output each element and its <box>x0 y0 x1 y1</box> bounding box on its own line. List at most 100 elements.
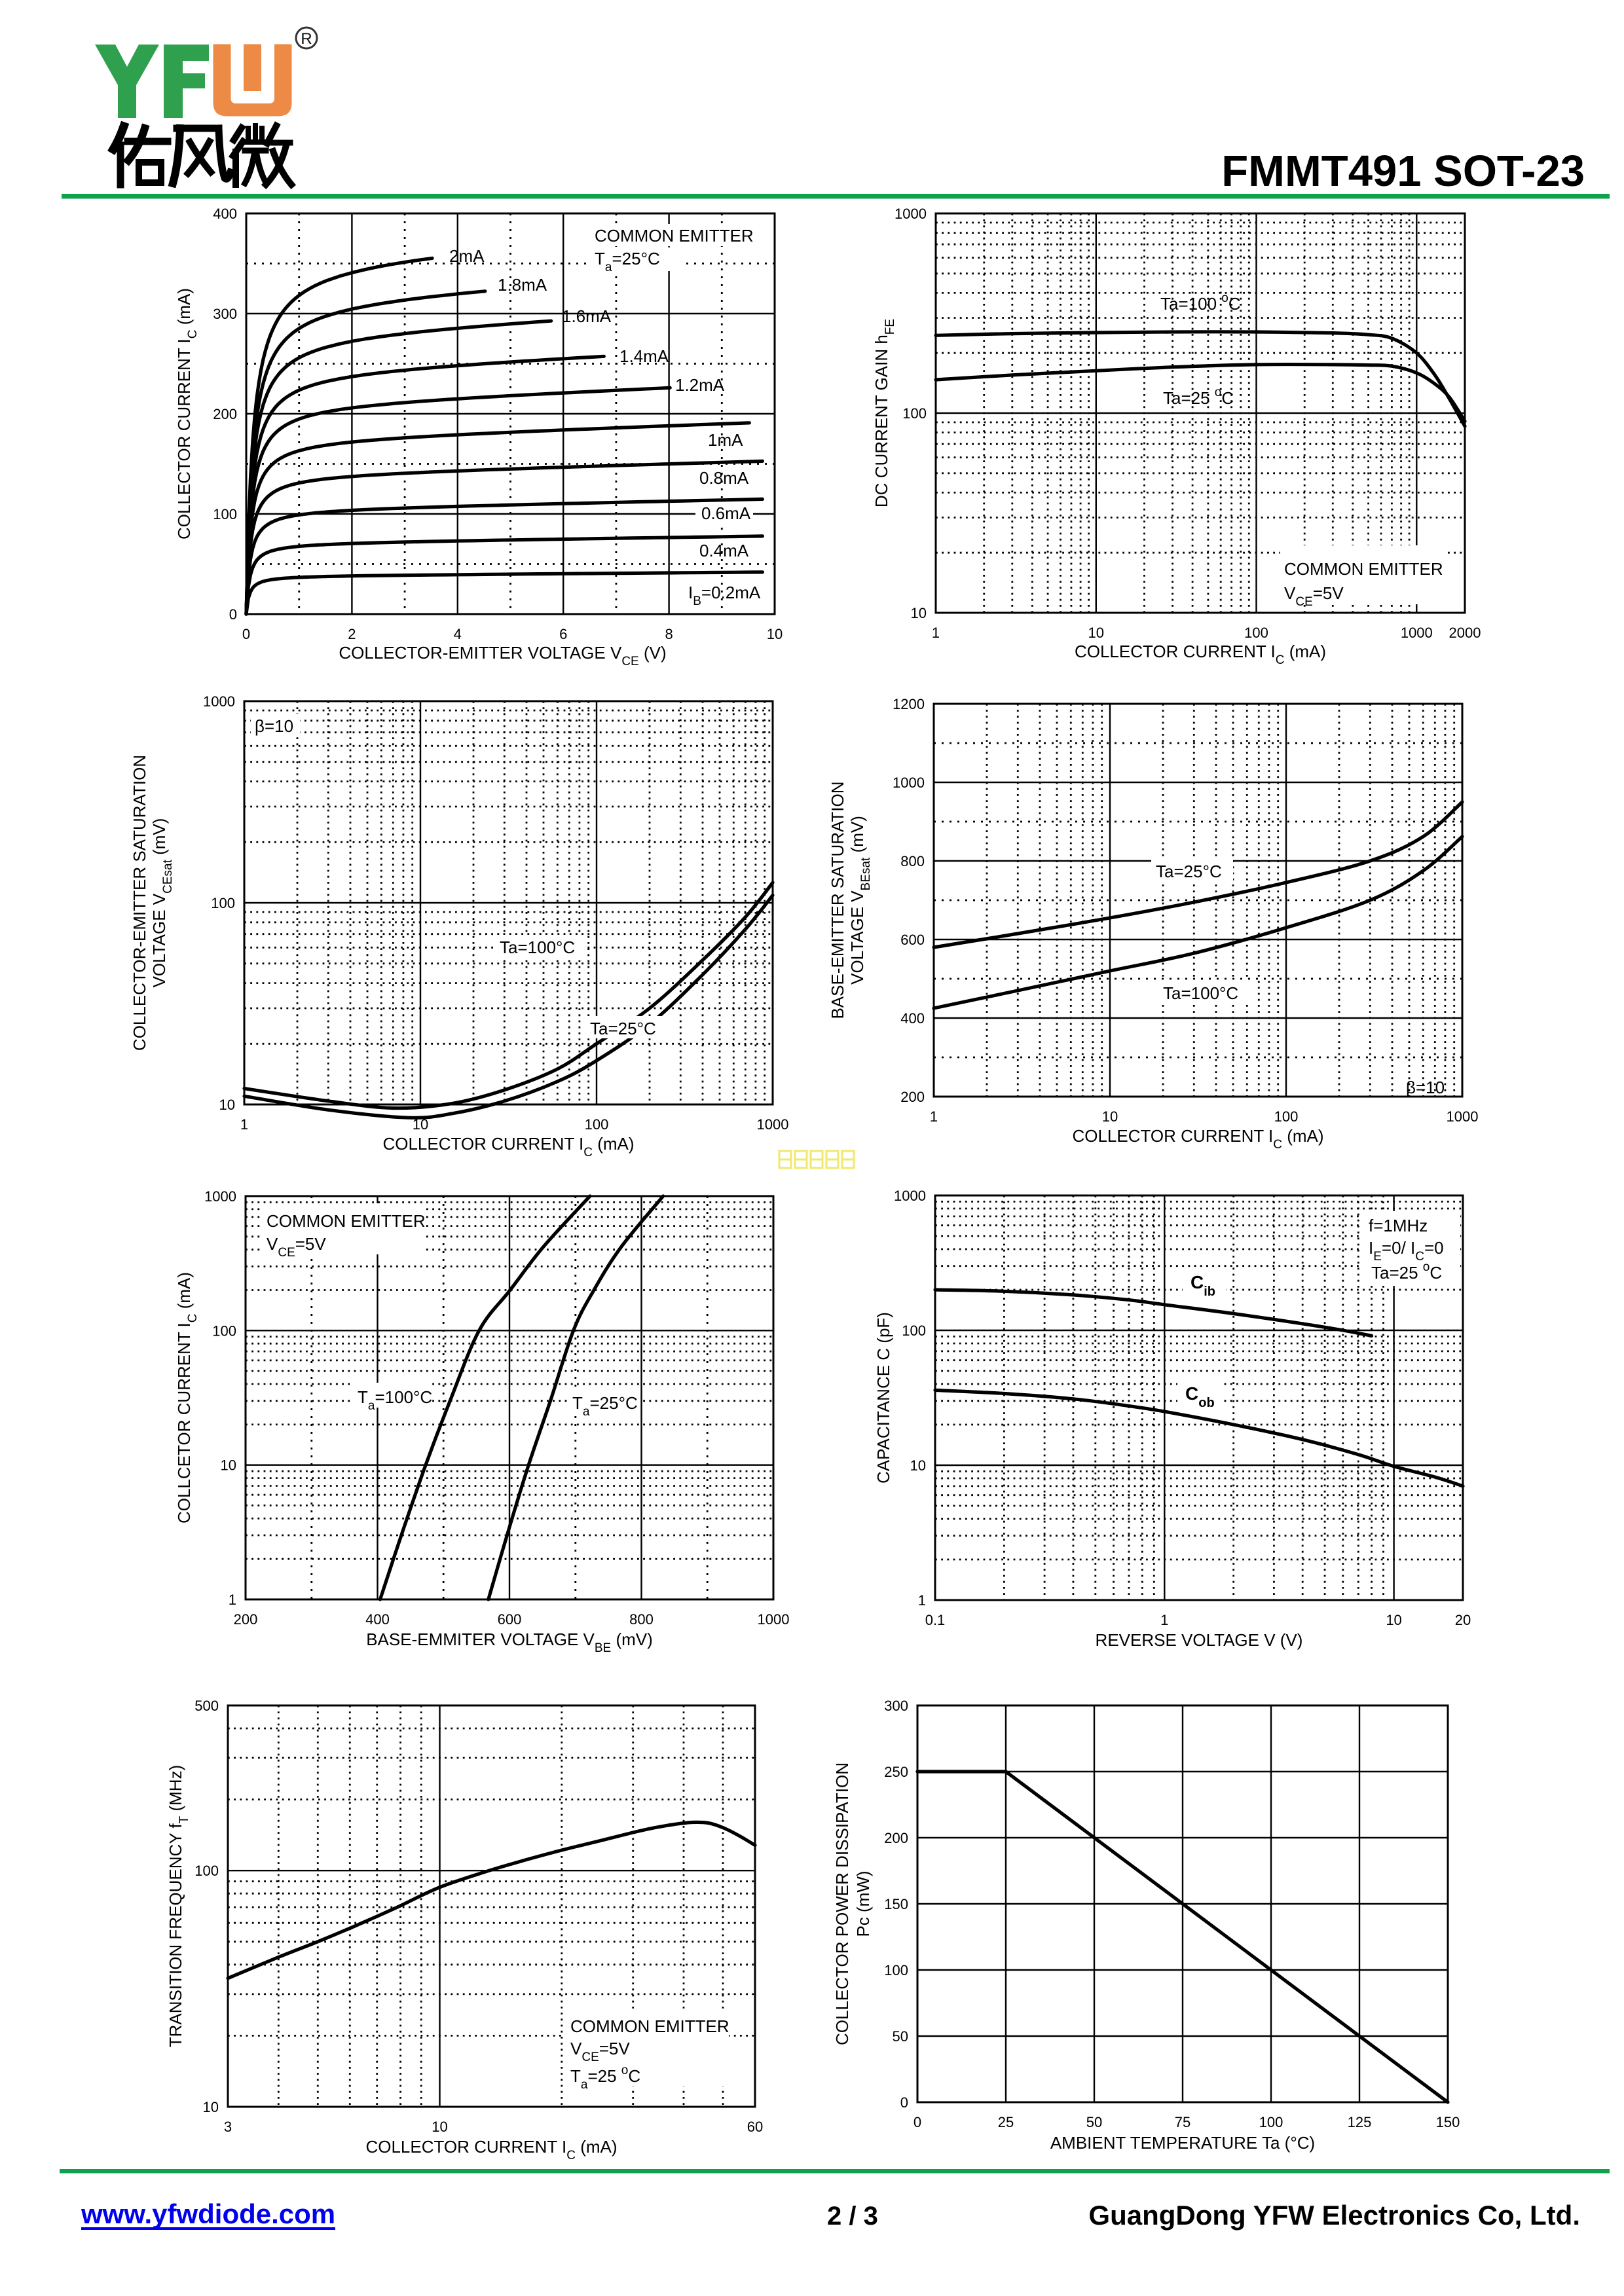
svg-text:200: 200 <box>884 1830 908 1846</box>
svg-text:10: 10 <box>910 1457 926 1474</box>
svg-text:1000: 1000 <box>758 1611 790 1628</box>
svg-text:Ta=100°C: Ta=100°C <box>1163 983 1238 1003</box>
svg-text:REVERSE VOLTAGE V (V): REVERSE VOLTAGE V (V) <box>1096 1630 1303 1650</box>
svg-text:www.yfwdiode.com: www.yfwdiode.com <box>81 2198 335 2229</box>
svg-text:200: 200 <box>213 406 237 422</box>
svg-text:50: 50 <box>1086 2114 1102 2130</box>
svg-text:COMMON EMITTER: COMMON EMITTER <box>570 2016 729 2036</box>
svg-text:300: 300 <box>213 306 237 322</box>
svg-text:1: 1 <box>240 1116 248 1133</box>
svg-text:COLLECTOR CURRENT IC​ (m: COLLECTOR CURRENT IC​ (mA) <box>1075 642 1326 667</box>
svg-text:VCE​=5V: VCE​=5V <box>267 1234 326 1260</box>
svg-text:Ta=25 o​C: Ta=25 o​C <box>1371 1260 1442 1283</box>
svg-text:250: 250 <box>884 1764 908 1780</box>
svg-text:1.2mA: 1.2mA <box>675 375 725 395</box>
svg-text:β=10: β=10 <box>1406 1078 1445 1097</box>
svg-text:100: 100 <box>902 1322 926 1339</box>
svg-text:IB​=0.2mA: IB​=0.2mA <box>688 583 761 608</box>
svg-text:125: 125 <box>1348 2114 1372 2130</box>
svg-text:1000: 1000 <box>893 774 925 791</box>
svg-text:800: 800 <box>629 1611 654 1628</box>
svg-text:10: 10 <box>432 2119 447 2135</box>
svg-text:COMMON EMITTER: COMMON EMITTER <box>595 226 754 246</box>
svg-text:1000: 1000 <box>895 206 927 222</box>
svg-text:1: 1 <box>1160 1612 1168 1628</box>
svg-text:200: 200 <box>234 1611 258 1628</box>
svg-text:10: 10 <box>1102 1108 1118 1125</box>
svg-text:Ta=25 o​C: Ta=25 o​C <box>1163 386 1234 408</box>
svg-text:VCE​=5V: VCE​=5V <box>1284 583 1344 609</box>
svg-text:1.6mA: 1.6mA <box>562 306 612 326</box>
svg-text:100: 100 <box>585 1116 609 1133</box>
svg-text:60: 60 <box>747 2119 763 2135</box>
svg-text:100: 100 <box>194 1863 219 1879</box>
svg-text:f=1MHz: f=1MHz <box>1369 1216 1428 1235</box>
svg-text:0.6mA: 0.6mA <box>701 503 751 523</box>
svg-text:10: 10 <box>767 626 783 642</box>
svg-text:R: R <box>301 30 312 48</box>
svg-text:1: 1 <box>930 1108 938 1125</box>
svg-text:BASE-EMMITER VOLTAGE VBE​: BASE-EMMITER VOLTAGE VBE​ (mV) <box>366 1630 653 1655</box>
svg-text:COLLECTOR-EMITTER SATURATION: COLLECTOR-EMITTER SATURATION <box>130 755 149 1051</box>
svg-text:100: 100 <box>1244 625 1268 641</box>
svg-text:0: 0 <box>913 2114 921 2130</box>
svg-text:800: 800 <box>900 853 925 869</box>
svg-text:2000: 2000 <box>1449 625 1481 641</box>
svg-text:10: 10 <box>911 605 927 621</box>
svg-text:25: 25 <box>998 2114 1014 2130</box>
svg-text:COLLECTOR CURRENT IC​ (m: COLLECTOR CURRENT IC​ (mA) <box>1072 1126 1323 1152</box>
svg-text:Cob​: Cob​ <box>1185 1383 1215 1410</box>
svg-text:100: 100 <box>1259 2114 1283 2130</box>
svg-text:Ta​=25°C: Ta​=25°C <box>572 1393 638 1419</box>
svg-text:10: 10 <box>219 1097 235 1113</box>
svg-text:1: 1 <box>918 1592 926 1609</box>
svg-text:4: 4 <box>454 626 462 642</box>
svg-text:CAPACITANCE C (pF): CAPACITANCE C (pF) <box>874 1312 893 1484</box>
svg-text:0: 0 <box>900 2094 908 2111</box>
svg-text:1.8mA: 1.8mA <box>498 275 547 295</box>
svg-text:3: 3 <box>224 2119 232 2135</box>
svg-text:Ta​=25°C: Ta​=25°C <box>595 249 660 274</box>
svg-text:1mA: 1mA <box>708 430 743 450</box>
svg-text:VOLTAGE VBEsat​ (mV): VOLTAGE VBEsat​ (mV) <box>847 816 873 985</box>
svg-text:0: 0 <box>229 606 237 623</box>
svg-text:VOLTAGE VCEsat​ (mV): VOLTAGE VCEsat​ (mV) <box>149 818 175 988</box>
svg-text:10: 10 <box>1088 625 1104 641</box>
svg-text:COLLECTOR POWER DISSIPATION: COLLECTOR POWER DISSIPATION <box>832 1762 852 2045</box>
svg-text:COMMON EMITTER: COMMON EMITTER <box>267 1211 426 1231</box>
svg-text:Ta​=25 o​C: Ta​=25 o​C <box>570 2064 640 2092</box>
svg-text:Cib​: Cib​ <box>1190 1272 1215 1299</box>
svg-text:TRANSITION FREQUENCY fT​: TRANSITION FREQUENCY fT​ (MHz) <box>166 1765 191 2047</box>
svg-text:100: 100 <box>884 1962 908 1978</box>
svg-text:2mA: 2mA <box>449 246 485 266</box>
svg-text:100: 100 <box>213 506 237 522</box>
svg-text:GuangDong YFW Electronics Co,: GuangDong YFW Electronics Co, Ltd. <box>1088 2200 1580 2231</box>
svg-text:0.4mA: 0.4mA <box>699 541 749 560</box>
svg-text:600: 600 <box>900 932 925 948</box>
svg-text:AMBIENT TEMPERATURE Ta (: AMBIENT TEMPERATURE Ta (°C) <box>1050 2133 1315 2153</box>
svg-text:2 / 3: 2 / 3 <box>827 2202 878 2231</box>
svg-text:150: 150 <box>1436 2114 1460 2130</box>
svg-text:50: 50 <box>893 2028 908 2045</box>
svg-text:20: 20 <box>1455 1612 1471 1628</box>
svg-text:1: 1 <box>932 625 940 641</box>
svg-text:100: 100 <box>212 1322 236 1339</box>
svg-text:400: 400 <box>900 1010 925 1027</box>
svg-text:Ta=100°C: Ta=100°C <box>500 938 575 957</box>
svg-text:10: 10 <box>221 1457 236 1474</box>
svg-text:IE​=0/ IC​=0: IE​=0/ IC​=0 <box>1369 1238 1444 1264</box>
svg-text:500: 500 <box>194 1698 219 1714</box>
svg-text:1000: 1000 <box>1401 625 1433 641</box>
svg-text:Ta=25°C: Ta=25°C <box>1156 862 1222 881</box>
svg-text:VCE​=5V: VCE​=5V <box>570 2039 630 2064</box>
svg-text:100: 100 <box>1274 1108 1299 1125</box>
svg-text:150: 150 <box>884 1896 908 1912</box>
svg-text:β=10: β=10 <box>255 716 293 736</box>
svg-text:0: 0 <box>242 626 250 642</box>
svg-text:Pc (mW): Pc (mW) <box>853 1870 873 1937</box>
svg-text:COLLECTOR CURRENT IC​ (m: COLLECTOR CURRENT IC​ (mA) <box>174 288 200 539</box>
svg-text:1000: 1000 <box>757 1116 789 1133</box>
svg-text:COLLECTOR CURRENT IC​ (m: COLLECTOR CURRENT IC​ (mA) <box>382 1134 634 1159</box>
svg-text:0.8mA: 0.8mA <box>699 468 749 488</box>
svg-text:200: 200 <box>900 1089 925 1105</box>
